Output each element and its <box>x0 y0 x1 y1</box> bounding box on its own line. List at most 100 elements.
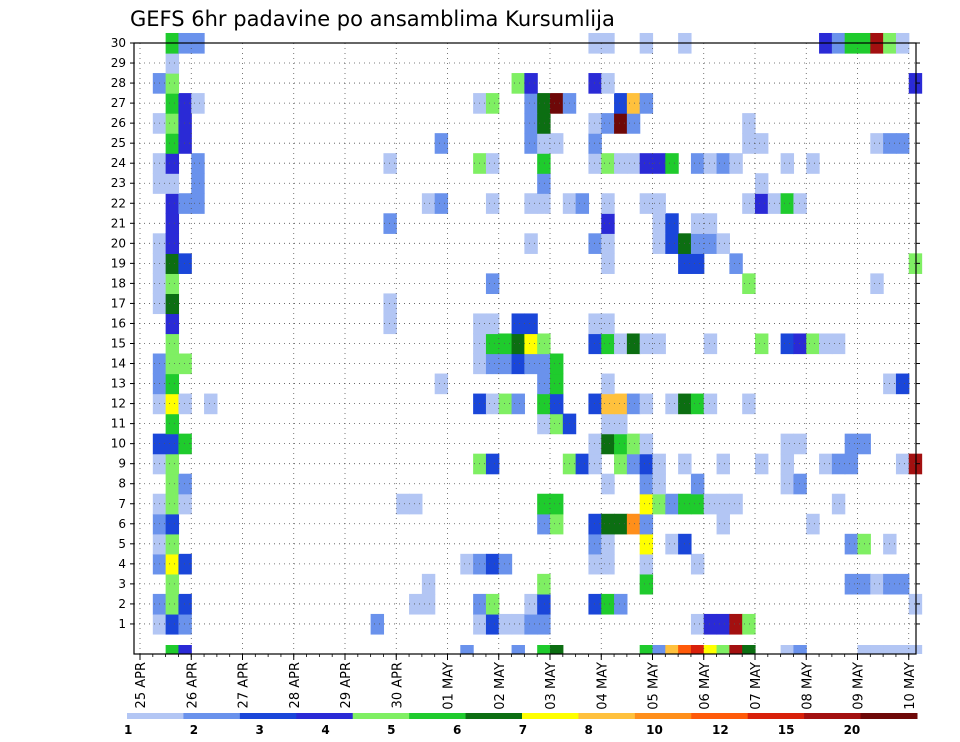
heatmap-cell <box>498 393 513 415</box>
heatmap-cell <box>550 413 564 435</box>
heatmap-cell <box>639 333 654 355</box>
heatmap-cell <box>550 393 564 415</box>
heatmap-cell <box>165 293 180 315</box>
heatmap-cell <box>588 433 602 455</box>
y-tick-label: 24 <box>111 156 126 170</box>
heatmap-cell <box>537 413 551 435</box>
colorbar-label: 2 <box>190 723 198 737</box>
heatmap-cell <box>703 393 718 415</box>
heatmap-cell <box>165 493 180 515</box>
colorbar-label: 12 <box>712 723 729 737</box>
heatmap-cell <box>870 645 884 654</box>
heatmap-cell <box>806 153 820 174</box>
colorbar-swatch <box>522 713 579 719</box>
heatmap-cell <box>614 333 628 355</box>
heatmap-cell <box>690 473 705 495</box>
heatmap-cell <box>729 493 743 515</box>
heatmap-cell <box>165 53 180 74</box>
y-tick-label: 20 <box>111 236 126 250</box>
heatmap-cell <box>485 93 500 114</box>
heatmap-cell <box>742 193 756 214</box>
heatmap-cell <box>575 193 590 214</box>
colorbar-label: 6 <box>453 723 461 737</box>
heatmap-cell <box>639 153 654 174</box>
heatmap-cell <box>831 493 846 515</box>
chart-title: GEFS 6hr padavine po ansamblima Kursumli… <box>130 7 615 31</box>
heatmap-cell <box>511 73 525 94</box>
y-tick-label: 7 <box>118 497 126 511</box>
heatmap-cell <box>537 613 551 635</box>
heatmap-cell <box>550 133 564 154</box>
heatmap-cell <box>614 433 628 455</box>
heatmap-cell <box>178 645 192 654</box>
heatmap-cell <box>165 273 180 295</box>
heatmap-cell <box>716 513 730 535</box>
heatmap-cell <box>639 193 654 214</box>
x-tick-label: 06 MAY <box>698 662 713 710</box>
heatmap-cell <box>165 333 180 355</box>
heatmap-cell <box>485 153 500 174</box>
x-tick-label: 10 MAY <box>903 662 918 710</box>
heatmap-cell <box>575 453 590 475</box>
heatmap-cell <box>421 193 436 214</box>
heatmap-cell <box>178 473 192 495</box>
heatmap-cell <box>396 493 410 515</box>
heatmap-cell <box>844 433 859 455</box>
heatmap-cell <box>716 453 730 475</box>
colorbar-swatch <box>691 713 749 719</box>
heatmap-cell <box>601 433 615 455</box>
heatmap-cell <box>780 333 795 355</box>
y-tick-label: 11 <box>111 417 126 431</box>
y-tick-label: 28 <box>111 76 126 90</box>
heatmap-cell <box>191 193 205 214</box>
heatmap-cell <box>601 593 615 615</box>
heatmap-cell <box>165 373 180 395</box>
heatmap-cell <box>665 153 679 174</box>
heatmap-cell <box>178 113 192 134</box>
heatmap-cell <box>601 553 615 575</box>
heatmap-cell <box>690 153 705 174</box>
y-tick-label: 10 <box>111 437 126 451</box>
heatmap-cell <box>716 645 730 654</box>
heatmap-cell <box>639 533 654 555</box>
heatmap-cell <box>537 353 551 375</box>
heatmap-cell <box>857 645 871 654</box>
heatmap-cell <box>165 393 180 415</box>
x-tick-label: 29 APR <box>339 662 354 708</box>
heatmap-cell <box>434 133 449 154</box>
heatmap-cell <box>742 393 756 415</box>
heatmap-cell <box>729 645 743 654</box>
x-tick-label: 28 APR <box>288 662 303 708</box>
heatmap-cell <box>895 373 910 395</box>
heatmap-cell <box>601 393 615 415</box>
heatmap-cell <box>819 453 833 475</box>
heatmap-cell <box>178 553 192 575</box>
heatmap-cell <box>421 573 436 595</box>
heatmap-cell <box>742 273 756 295</box>
heatmap-cell <box>755 333 769 355</box>
x-tick-label: 08 MAY <box>800 662 815 710</box>
heatmap-cell <box>485 453 500 475</box>
heatmap-cell <box>639 553 654 575</box>
colorbar-swatch <box>634 713 692 719</box>
heatmap-cell <box>601 413 615 435</box>
heatmap-cell <box>780 193 795 214</box>
heatmap-cell <box>178 133 192 154</box>
heatmap-cell <box>165 613 180 635</box>
heatmap-cell <box>524 313 538 335</box>
y-tick-label: 27 <box>111 96 126 110</box>
heatmap-cell <box>895 133 910 154</box>
heatmap-cell <box>870 133 884 154</box>
heatmap-cell <box>716 233 730 254</box>
heatmap-cell <box>383 313 397 335</box>
heatmap-cell <box>703 333 718 355</box>
heatmap-cell <box>614 413 628 435</box>
y-tick-label: 23 <box>111 176 126 190</box>
x-tick-label: 04 MAY <box>595 662 610 710</box>
heatmap-cell <box>537 113 551 134</box>
heatmap-cell <box>755 453 769 475</box>
heatmap-cell <box>165 353 180 375</box>
heatmap-cell <box>678 645 692 654</box>
y-tick-label: 8 <box>118 477 126 491</box>
